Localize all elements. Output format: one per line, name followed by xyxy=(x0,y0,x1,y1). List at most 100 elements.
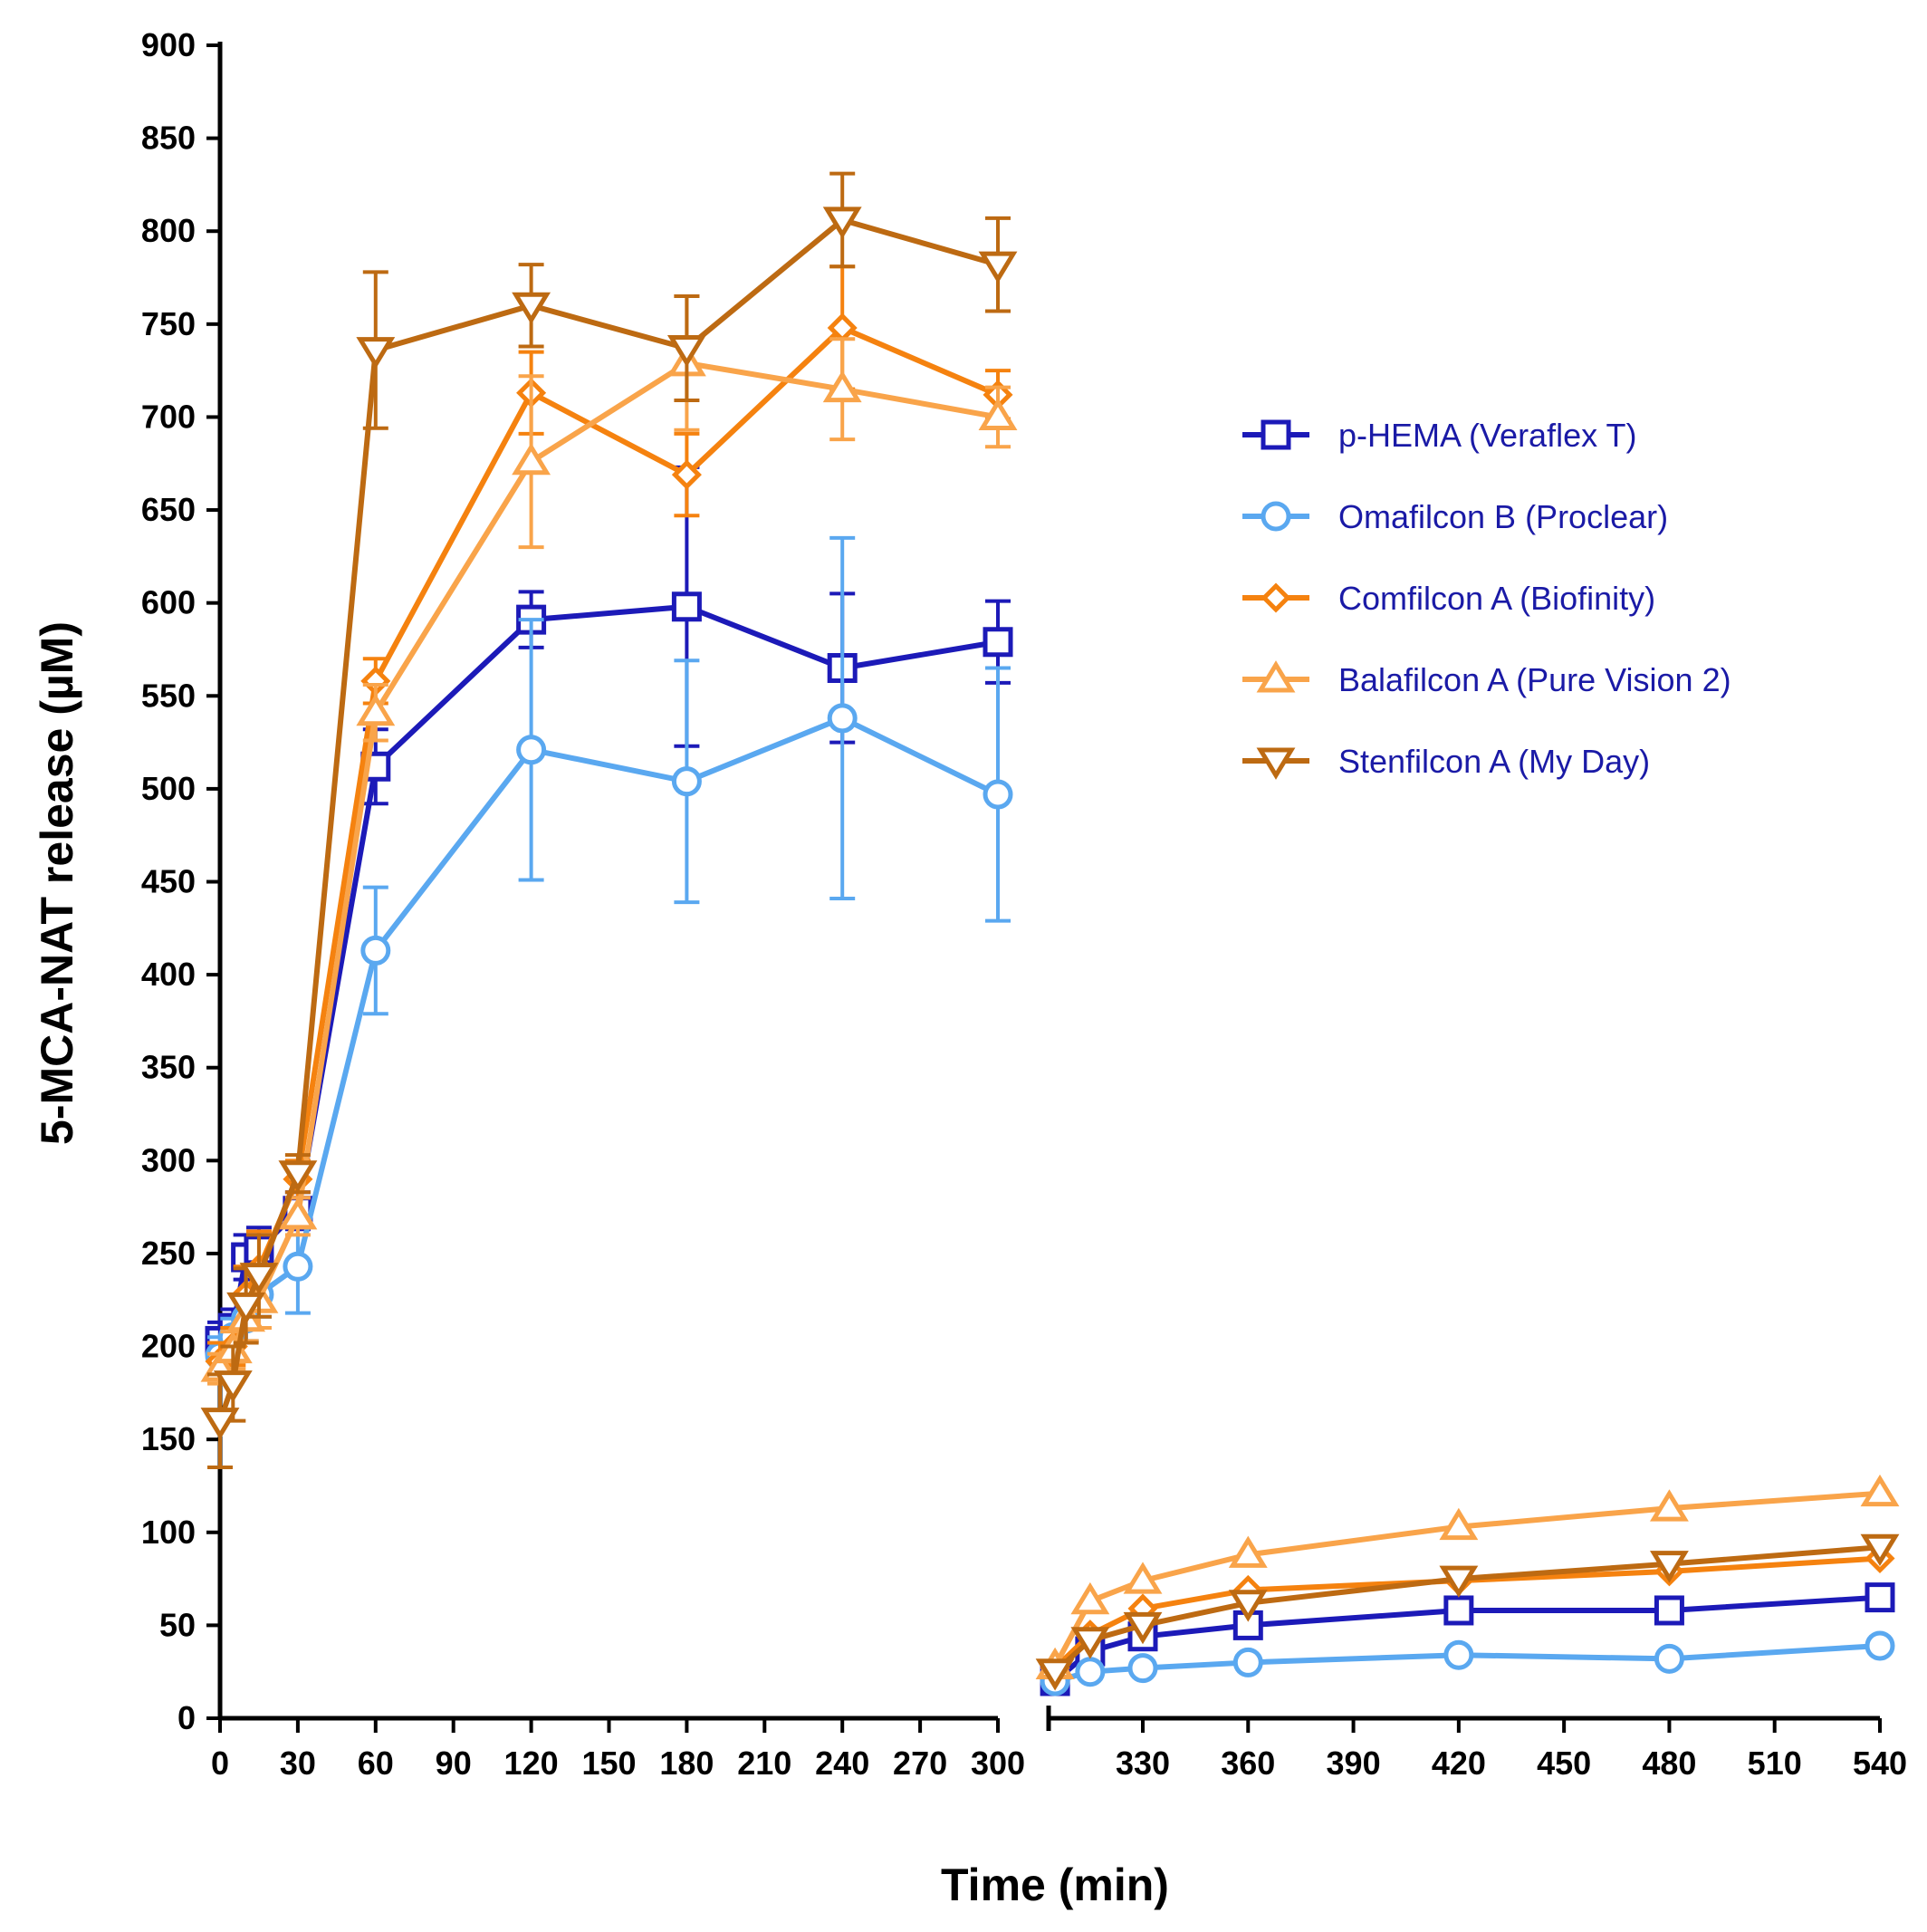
data-point xyxy=(1075,1657,1106,1687)
x-tick-label: 0 xyxy=(211,1745,229,1782)
y-tick-label: 750 xyxy=(141,305,196,342)
data-point xyxy=(239,1263,279,1295)
data-point xyxy=(671,766,702,797)
data-point xyxy=(1127,1653,1158,1684)
y-tick-label: 350 xyxy=(141,1049,196,1086)
data-point xyxy=(1232,1647,1263,1677)
y-tick-label: 100 xyxy=(141,1514,196,1551)
data-point xyxy=(1865,1630,1895,1661)
y-tick-label: 200 xyxy=(141,1328,196,1365)
data-point xyxy=(978,251,1018,284)
data-point xyxy=(1865,1582,1895,1613)
y-tick-label: 550 xyxy=(141,677,196,714)
x-tick-label: 330 xyxy=(1116,1745,1170,1782)
y-tick-label: 150 xyxy=(141,1420,196,1457)
series-line-segment-1 xyxy=(217,324,1000,1363)
data-point xyxy=(278,1160,318,1193)
y-tick-label: 900 xyxy=(141,26,196,63)
y-tick-label: 700 xyxy=(141,398,196,435)
data-point xyxy=(1070,1627,1110,1659)
legend-item-2: Omafilcon B (Proclear) xyxy=(1242,498,1668,535)
series-2 xyxy=(205,535,1895,1697)
x-tick-label: 420 xyxy=(1432,1745,1486,1782)
data-point xyxy=(1860,1474,1900,1507)
data-point xyxy=(1123,1562,1163,1594)
data-point xyxy=(983,779,1013,810)
x-tick-label: 60 xyxy=(358,1745,394,1782)
data-point xyxy=(666,335,706,368)
legend-marker xyxy=(1261,501,1291,532)
y-tick-label: 50 xyxy=(159,1606,196,1643)
x-tick-label: 480 xyxy=(1642,1745,1696,1782)
legend-marker xyxy=(1261,419,1291,450)
data-point xyxy=(200,1408,240,1440)
x-tick-label: 180 xyxy=(659,1745,714,1782)
data-point xyxy=(512,292,551,325)
x-tick-label: 150 xyxy=(581,1745,636,1782)
data-point xyxy=(1649,1551,1689,1583)
y-tick-label: 800 xyxy=(141,212,196,249)
data-point xyxy=(516,735,547,765)
legend-item-4: Balafilcon A (Pure Vision 2) xyxy=(1242,660,1731,698)
y-tick-label: 0 xyxy=(177,1699,196,1736)
axes-layer: 0501001502002503003504004505005506006507… xyxy=(141,26,1907,1782)
data-point xyxy=(978,398,1018,430)
y-tick-label: 850 xyxy=(141,120,196,157)
y-tick-label: 400 xyxy=(141,956,196,993)
data-point xyxy=(671,459,702,490)
data-point xyxy=(213,1370,253,1403)
data-point xyxy=(1654,1643,1684,1674)
data-point xyxy=(1035,1658,1075,1691)
legend-item-5: Stenfilcon A (My Day) xyxy=(1242,743,1650,780)
x-tick-label: 270 xyxy=(893,1745,947,1782)
series-line-segment-1 xyxy=(217,715,1000,1358)
series-line-segment-1 xyxy=(217,360,999,1370)
data-point xyxy=(360,935,391,966)
data-point xyxy=(671,591,702,622)
legend-label: Stenfilcon A (My Day) xyxy=(1338,743,1650,780)
data-point xyxy=(512,442,551,476)
data-point xyxy=(827,703,858,734)
x-tick-label: 300 xyxy=(971,1745,1025,1782)
legend-marker xyxy=(1256,747,1296,780)
y-tick-label: 650 xyxy=(141,491,196,528)
data-point xyxy=(822,207,862,239)
data-point xyxy=(1443,1639,1474,1670)
x-tick-label: 210 xyxy=(737,1745,791,1782)
x-tick-label: 360 xyxy=(1221,1745,1275,1782)
legend-label: p-HEMA (Veraflex T) xyxy=(1338,417,1636,454)
data-point xyxy=(1439,1565,1479,1598)
legend-label: Omafilcon B (Proclear) xyxy=(1338,498,1668,535)
x-tick-label: 540 xyxy=(1853,1745,1907,1782)
data-point xyxy=(1649,1489,1689,1522)
data-point xyxy=(278,1197,318,1230)
data-point xyxy=(1439,1507,1479,1541)
legend-label: Comfilcon A (Biofinity) xyxy=(1338,580,1655,617)
x-tick-label: 390 xyxy=(1327,1745,1381,1782)
series-5 xyxy=(200,171,1900,1691)
series-line-segment-1 xyxy=(217,216,999,1422)
data-point xyxy=(226,1292,266,1325)
legend-item-3: Comfilcon A (Biofinity) xyxy=(1242,580,1655,617)
data-point xyxy=(1228,1535,1268,1568)
y-axis-title: 5-MCA-NAT release (µM) xyxy=(32,621,82,1145)
data-point xyxy=(1228,1590,1268,1622)
x-axis-title: Time (min) xyxy=(941,1860,1169,1910)
y-tick-label: 500 xyxy=(141,770,196,807)
x-tick-label: 120 xyxy=(504,1745,559,1782)
series-3 xyxy=(205,264,1895,1684)
x-tick-label: 450 xyxy=(1537,1745,1591,1782)
y-tick-label: 250 xyxy=(141,1235,196,1272)
legend-marker xyxy=(1261,582,1291,613)
data-point xyxy=(356,337,396,370)
legend-item-1: p-HEMA (Veraflex T) xyxy=(1242,417,1636,454)
y-tick-label: 600 xyxy=(141,584,196,621)
data-point xyxy=(1860,1533,1900,1567)
x-tick-label: 510 xyxy=(1748,1745,1802,1782)
y-tick-label: 450 xyxy=(141,863,196,900)
data-point xyxy=(983,627,1013,658)
legend: p-HEMA (Veraflex T) Omafilcon B (Proclear… xyxy=(1242,417,1731,780)
data-point xyxy=(822,370,862,403)
